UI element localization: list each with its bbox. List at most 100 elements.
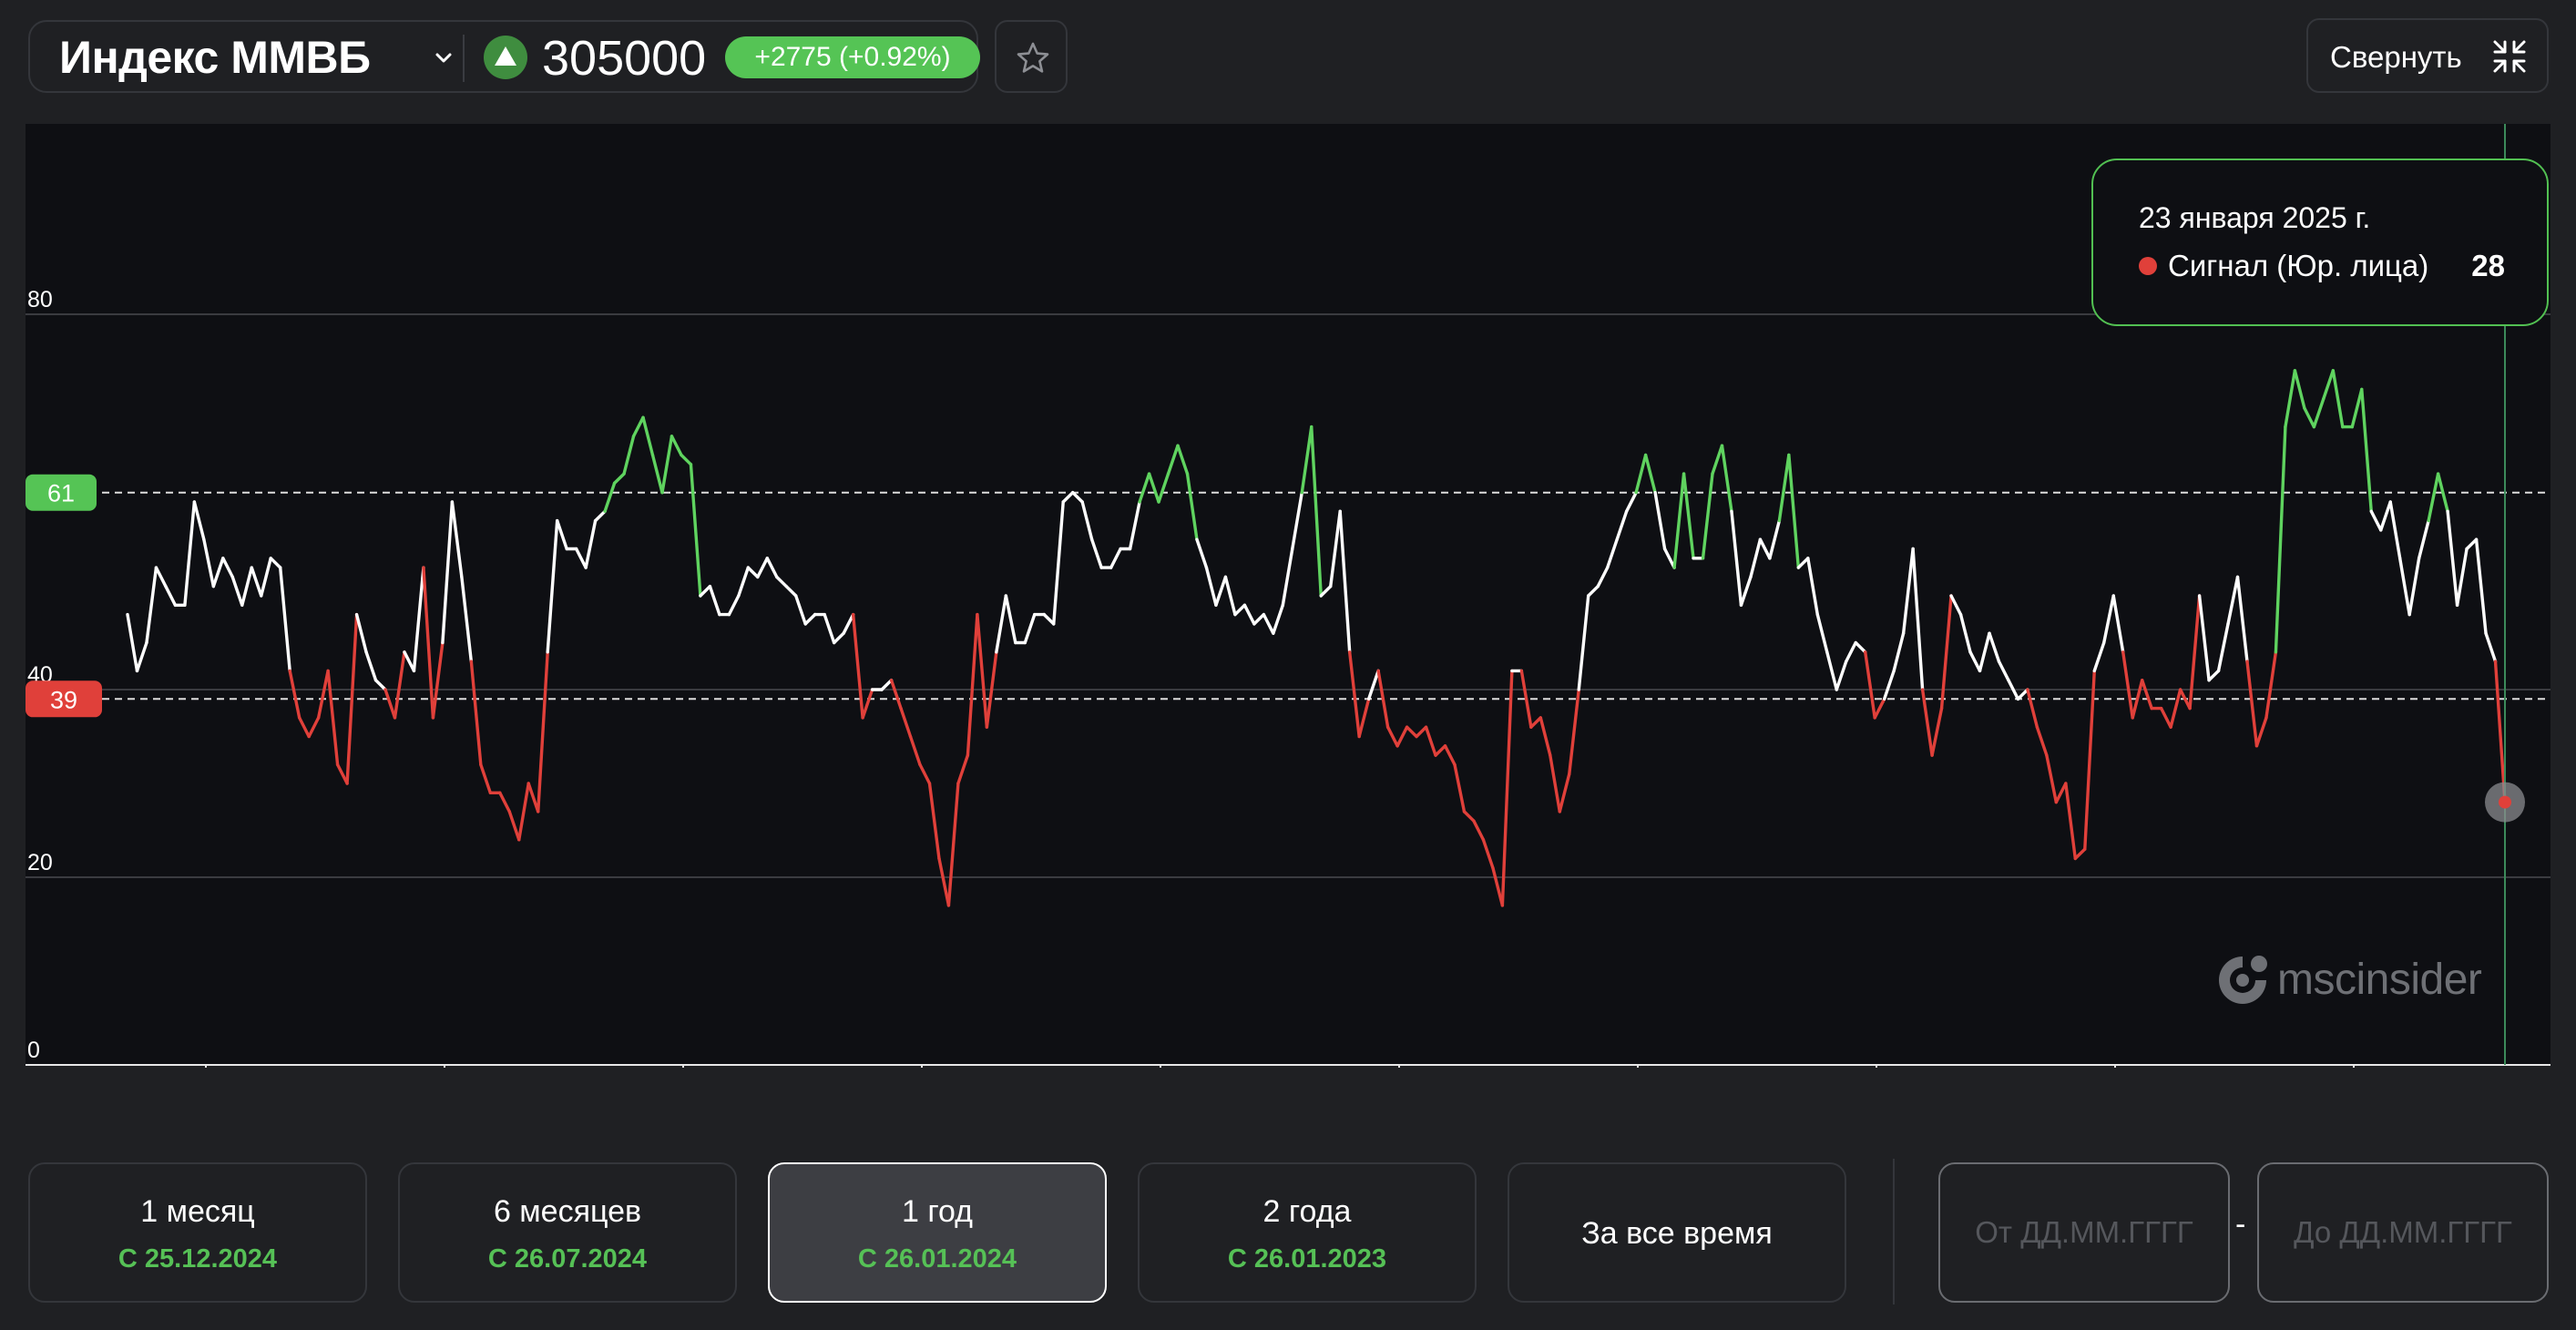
ticker-selector[interactable]: Индекс ММВБ 305000 +2775 (+0.92%) — [28, 20, 980, 93]
line-segment — [1711, 444, 1724, 476]
line-segment — [1061, 491, 1075, 504]
y-tick-label: 0 — [27, 1038, 40, 1063]
line-segment — [1730, 509, 1743, 607]
line-segment — [1662, 547, 1676, 569]
line-segment — [794, 594, 807, 626]
lower-threshold-badge — [26, 680, 102, 718]
date-range-separator: - — [2235, 1207, 2246, 1242]
line-segment — [1004, 594, 1017, 645]
line-segment — [1491, 866, 1505, 907]
line-segment — [823, 612, 836, 645]
line-segment — [1701, 472, 1714, 560]
line-segment — [1395, 725, 1409, 748]
line-segment — [1424, 725, 1437, 757]
line-segment — [316, 669, 330, 720]
line-segment — [2388, 500, 2402, 560]
line-segment — [460, 575, 474, 663]
line-segment — [946, 782, 960, 907]
line-segment — [2360, 387, 2373, 513]
favorite-button[interactable] — [995, 20, 1068, 93]
line-segment — [2197, 594, 2211, 682]
header-divider — [463, 35, 465, 82]
line-segment — [1157, 472, 1170, 504]
chevron-down-icon[interactable] — [432, 46, 455, 70]
line-segment — [2446, 509, 2459, 607]
line-segment — [1147, 472, 1160, 504]
line-segment — [1242, 603, 1256, 626]
line-segment — [775, 575, 788, 588]
line-segment — [412, 566, 425, 673]
date-to-input[interactable] — [2257, 1162, 2549, 1303]
line-segment — [670, 435, 683, 457]
line-segment — [2407, 557, 2421, 617]
line-segment — [2331, 369, 2345, 429]
line-segment — [1777, 453, 1791, 523]
line-segment — [469, 660, 483, 767]
line-segment — [1538, 716, 1552, 757]
line-segment — [2216, 622, 2230, 673]
line-segment — [1434, 744, 1447, 757]
line-segment — [1596, 566, 1610, 588]
line-segment — [2379, 500, 2392, 532]
line-segment — [2064, 782, 2078, 861]
line-segment — [708, 585, 721, 617]
line-segment — [1758, 537, 1772, 560]
y-tick-label: 20 — [27, 850, 53, 875]
line-segment — [403, 650, 416, 673]
line-segment — [1605, 537, 1619, 569]
line-segment — [2026, 688, 2039, 729]
line-segment — [1366, 669, 1380, 701]
line-segment — [1949, 594, 1963, 617]
period-1-year[interactable]: 1 год С 26.01.2024 — [768, 1162, 1107, 1303]
line-segment — [1787, 453, 1801, 569]
line-segment — [183, 500, 197, 607]
line-segment — [288, 669, 302, 720]
period-6-months[interactable]: 6 месяцев С 26.07.2024 — [398, 1162, 737, 1303]
line-segment — [1768, 518, 1782, 560]
logo-icon — [2219, 956, 2267, 1004]
line-segment — [2007, 679, 2020, 701]
line-segment — [1347, 650, 1361, 739]
line-segment — [956, 753, 970, 785]
period-start-date: С 26.01.2023 — [1227, 1244, 1387, 1274]
line-segment — [612, 472, 626, 486]
line-segment — [422, 566, 435, 720]
collapse-button[interactable]: Свернуть — [2306, 18, 2549, 93]
line-segment — [279, 566, 291, 673]
line-segment — [2436, 472, 2449, 513]
period-2-years[interactable]: 2 года С 26.01.2023 — [1138, 1162, 1477, 1303]
line-segment — [574, 547, 588, 569]
period-1-month[interactable]: 1 месяц С 25.12.2024 — [28, 1162, 367, 1303]
period-divider — [1893, 1159, 1895, 1304]
line-segment — [1739, 575, 1753, 607]
line-segment — [2016, 688, 2029, 701]
tooltip-series-label: Сигнал (Юр. лица) — [2168, 249, 2429, 282]
line-segment — [1815, 612, 1829, 654]
line-segment — [784, 585, 798, 598]
line-segment — [2207, 669, 2221, 682]
line-segment — [699, 585, 712, 598]
line-segment — [1835, 660, 1848, 691]
line-segment — [2083, 669, 2096, 851]
upper-threshold-badge-label: 61 — [47, 480, 75, 507]
period-all-time[interactable]: За все время — [1508, 1162, 1846, 1303]
line-segment — [1806, 557, 1820, 617]
collapse-icon — [2493, 40, 2526, 73]
line-segment — [555, 518, 568, 551]
line-segment — [1223, 575, 1237, 617]
line-segment — [1901, 547, 1915, 635]
line-segment — [2465, 537, 2479, 551]
line-segment — [526, 782, 540, 813]
line-segment — [2397, 557, 2411, 617]
line-segment — [2121, 650, 2134, 720]
line-segment — [145, 566, 158, 645]
line-segment — [2178, 688, 2192, 711]
line-segment — [2235, 575, 2249, 663]
line-segment — [2264, 650, 2278, 720]
line-segment — [2493, 660, 2507, 804]
line-segment — [1615, 509, 1629, 541]
line-segment — [126, 612, 139, 673]
line-segment — [1109, 547, 1122, 569]
line-segment — [537, 650, 549, 813]
date-from-input[interactable] — [1938, 1162, 2230, 1303]
